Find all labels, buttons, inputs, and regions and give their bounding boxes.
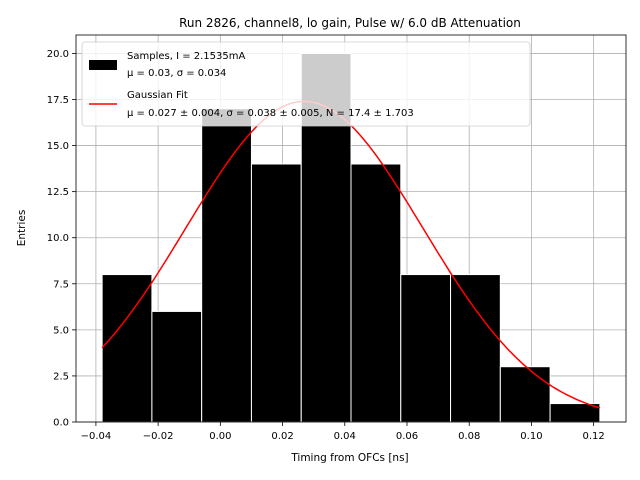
legend-samples-stats: μ = 0.03, σ = 0.034 [127,68,226,79]
x-axis-label: Timing from OFCs [ns] [290,452,408,464]
histogram-bar [201,108,252,423]
histogram-bar [450,274,501,423]
histogram-bar [350,163,402,423]
histogram-bar [250,163,302,423]
histogram-bar [101,274,153,423]
x-tick-label: 0.04 [334,431,356,442]
y-axis-label: Entries [16,210,28,247]
legend-samples-patch [89,60,117,70]
legend-fit-label: Gaussian Fit [127,90,188,101]
plot-frame [75,34,627,423]
y-tick-label: 5.0 [53,325,69,336]
histogram-bar [499,366,551,423]
legend-box [81,41,531,127]
histogram-bar [400,274,452,423]
legend-fit-stats: μ = 0.027 ± 0.004, σ = 0.038 ± 0.005, N … [127,108,414,119]
histogram-bar [151,310,203,423]
legend: Samples, I = 2.1535mA μ = 0.03, σ = 0.03… [81,41,531,127]
x-tick-label: 0.08 [458,431,480,442]
y-tick-label: 2.5 [53,371,69,382]
x-tick-label: 0.02 [271,431,293,442]
chart-title: Run 2826, channel8, lo gain, Pulse w/ 6.… [179,16,521,30]
y-tick-label: 20.0 [47,49,69,60]
x-tick-label: 0.00 [209,431,231,442]
x-tick-label: 0.10 [520,431,542,442]
y-tick-label: 15.0 [47,141,69,152]
y-tick-label: 10.0 [47,233,69,244]
y-axis-ticks: 0.0 2.5 5.0 7.5 10.0 12.5 15.0 17.5 20.0 [47,49,76,429]
y-tick-label: 7.5 [53,279,69,290]
histogram-bars [101,52,601,423]
legend-samples-label: Samples, I = 2.1535mA [127,51,245,62]
y-tick-label: 12.5 [47,187,69,198]
y-tick-label: 0.0 [53,418,69,429]
x-tick-label: 0.12 [583,431,605,442]
x-axis-ticks: −0.04 −0.02 0.00 0.02 0.04 0.06 0.08 0.10 0.12 [81,422,605,442]
x-tick-label: 0.06 [396,431,418,442]
x-tick-label: −0.04 [81,431,112,442]
y-tick-label: 17.5 [47,95,69,106]
x-tick-label: −0.02 [143,431,174,442]
